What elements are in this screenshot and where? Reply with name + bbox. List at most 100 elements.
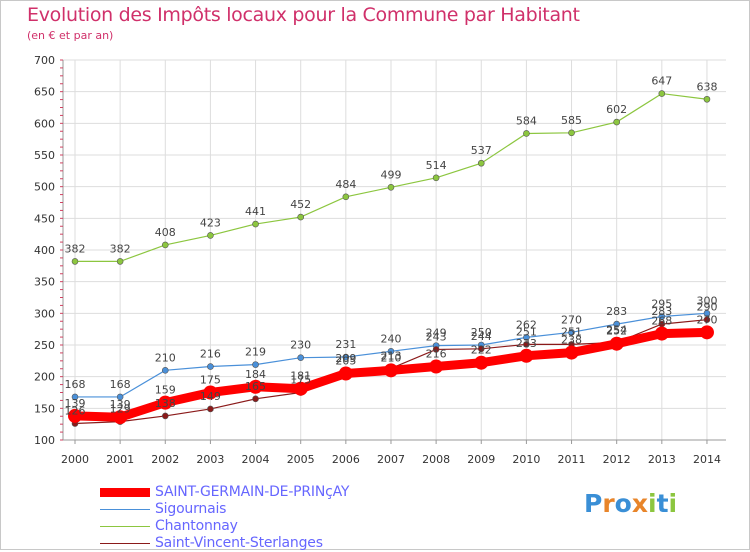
data-point bbox=[654, 326, 669, 341]
proxiti-logo: Proxiti bbox=[584, 489, 677, 518]
y-tick-label: 250 bbox=[34, 339, 55, 352]
y-tick-label: 350 bbox=[34, 276, 55, 289]
axes: 100 150 200 250 300 350 400 450 500 550 600 650 700 2… bbox=[34, 54, 726, 466]
y-tick-label: 650 bbox=[34, 86, 55, 99]
x-tick-label: 2006 bbox=[332, 453, 360, 466]
data-label: 249 bbox=[426, 327, 447, 340]
data-label: 262 bbox=[516, 318, 537, 331]
data-point bbox=[252, 220, 259, 228]
data-label: 219 bbox=[245, 346, 266, 359]
data-point bbox=[252, 395, 259, 403]
data-label: 222 bbox=[471, 344, 492, 357]
data-label: 537 bbox=[471, 144, 492, 157]
x-tick-label: 2003 bbox=[196, 453, 224, 466]
data-label: 138 bbox=[155, 397, 176, 410]
x-tick-label: 2009 bbox=[467, 453, 495, 466]
legend-swatch bbox=[100, 488, 150, 497]
data-point bbox=[113, 410, 128, 425]
data-point bbox=[71, 258, 79, 265]
data-label: 139 bbox=[110, 398, 131, 411]
data-point bbox=[523, 334, 530, 341]
x-tick-label: 2004 bbox=[242, 453, 270, 466]
legend-swatch bbox=[100, 526, 150, 527]
data-label: 184 bbox=[245, 368, 266, 381]
data-point bbox=[116, 393, 124, 401]
x-tick-label: 2012 bbox=[603, 453, 631, 466]
legend-label: Saint-Vincent-Sterlanges bbox=[155, 535, 323, 551]
data-label: 231 bbox=[335, 338, 356, 351]
legend-label: SAINT-GERMAIN-DE-PRINçAY bbox=[155, 484, 350, 500]
data-label: 243 bbox=[426, 330, 447, 343]
data-label: 216 bbox=[426, 348, 447, 361]
data-label: 270 bbox=[561, 313, 582, 326]
data-point bbox=[293, 381, 308, 396]
data-label: 602 bbox=[606, 103, 627, 116]
data-point bbox=[699, 325, 714, 340]
data-point bbox=[658, 90, 666, 97]
data-point bbox=[477, 159, 485, 167]
data-label: 499 bbox=[380, 168, 401, 181]
y-tick-label: 100 bbox=[34, 434, 55, 447]
legend-swatch bbox=[100, 509, 150, 510]
data-label: 251 bbox=[561, 325, 582, 338]
data-point bbox=[613, 320, 620, 328]
data-point bbox=[207, 405, 214, 413]
y-tick-label: 300 bbox=[34, 307, 55, 320]
data-label: 647 bbox=[651, 75, 672, 88]
data-point bbox=[703, 316, 711, 323]
data-label: 638 bbox=[696, 80, 717, 93]
data-point bbox=[613, 118, 620, 126]
data-point bbox=[432, 174, 440, 182]
data-point bbox=[342, 353, 350, 361]
data-point bbox=[523, 341, 530, 348]
y-tick-label: 550 bbox=[34, 149, 55, 162]
data-point bbox=[158, 395, 173, 410]
data-point bbox=[68, 408, 82, 423]
data-label: 585 bbox=[561, 114, 582, 127]
data-point bbox=[207, 232, 214, 239]
data-point bbox=[161, 241, 169, 249]
data-point bbox=[387, 184, 395, 191]
data-label: 584 bbox=[516, 114, 537, 127]
legend-label: Chantonnay bbox=[155, 518, 238, 534]
y-tick-label: 700 bbox=[34, 54, 55, 67]
data-label: 252 bbox=[606, 325, 627, 338]
data-point bbox=[387, 348, 395, 355]
logo-letter: i bbox=[668, 489, 678, 518]
x-tick-label: 2008 bbox=[422, 453, 450, 466]
legend-swatch bbox=[100, 543, 150, 544]
data-point bbox=[609, 336, 624, 351]
data-point bbox=[568, 329, 575, 336]
data-label: 300 bbox=[696, 294, 717, 307]
data-label: 295 bbox=[651, 298, 672, 311]
data-label: 382 bbox=[110, 242, 131, 255]
data-point bbox=[342, 193, 350, 201]
data-point bbox=[161, 412, 169, 420]
x-tick-label: 2014 bbox=[693, 453, 721, 466]
data-label: 452 bbox=[290, 198, 311, 211]
data-label: 268 bbox=[651, 315, 672, 328]
data-label: 159 bbox=[155, 384, 176, 397]
logo-letter: x bbox=[631, 489, 648, 518]
data-point bbox=[429, 359, 444, 374]
data-label: 165 bbox=[245, 380, 266, 393]
x-tick-label: 2002 bbox=[151, 453, 179, 466]
data-label: 408 bbox=[155, 226, 176, 239]
data-label: 283 bbox=[651, 305, 672, 318]
data-point bbox=[338, 366, 353, 381]
data-label: 244 bbox=[471, 330, 492, 343]
data-label: 251 bbox=[516, 325, 537, 338]
data-label: 213 bbox=[380, 349, 401, 362]
x-tick-label: 2013 bbox=[648, 453, 676, 466]
logo-letter: i bbox=[648, 489, 657, 518]
logo-letter: r bbox=[602, 489, 615, 518]
data-label: 216 bbox=[200, 348, 221, 361]
data-label: 514 bbox=[426, 159, 447, 172]
data-label: 126 bbox=[65, 405, 86, 418]
data-label: 254 bbox=[606, 323, 627, 336]
y-tick-label: 600 bbox=[34, 117, 55, 130]
x-tick-label: 2001 bbox=[106, 453, 134, 466]
data-label: 484 bbox=[335, 178, 356, 191]
